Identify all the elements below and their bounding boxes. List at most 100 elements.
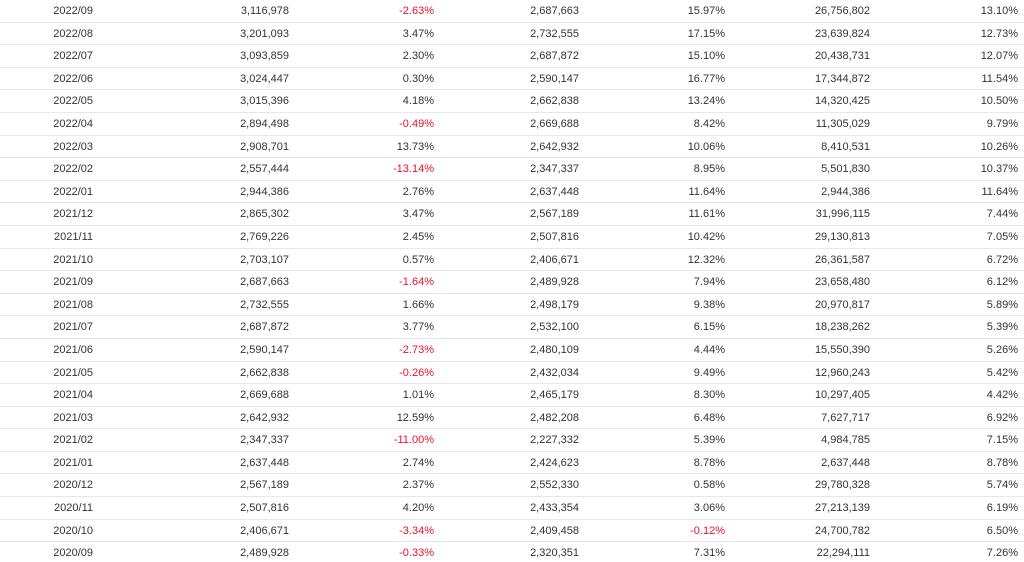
cell-cumulative-value: 17,344,872 [814,72,870,85]
cell-prev-year-value: 2,406,671 [530,253,579,266]
table-row: 2021/09 2,687,663 -1.64% 2,489,928 7.94% 23,6… [0,271,1024,294]
cell-yoy-change: 8.42% [693,117,725,130]
cell-value: 2,669,688 [240,389,289,402]
cell-cumulative-value: 18,238,262 [814,321,870,334]
cell-cumulative-change: 7.26% [986,547,1018,560]
cell-prev-year-value: 2,687,872 [530,50,579,63]
cell-period: 2021/05 [53,366,93,379]
cell-mom-change: 13.73% [396,140,434,153]
cell-mom-change: -11.00% [393,434,434,447]
table-row: 2020/12 2,567,189 2.37% 2,552,330 0.58% 29,78… [0,474,1024,498]
cell-prev-year-value: 2,732,555 [530,27,579,40]
cell-prev-year-value: 2,480,109 [530,343,579,356]
cell-cumulative-change: 10.26% [980,140,1018,153]
cell-mom-change: -3.34% [399,524,434,537]
cell-cumulative-value: 29,130,813 [814,230,870,243]
cell-value: 3,024,447 [240,72,289,85]
cell-mom-change: 2.30% [402,50,434,63]
cell-yoy-change: -0.12% [690,524,725,537]
table-row: 2021/11 2,769,226 2.45% 2,507,816 10.42% 29,1… [0,225,1024,249]
cell-period: 2021/07 [53,321,93,334]
cell-cumulative-value: 10,297,405 [814,389,870,402]
cell-cumulative-change: 11.54% [981,72,1019,85]
cell-cumulative-change: 5.89% [986,298,1018,311]
table-row: 2021/04 2,669,688 1.01% 2,465,179 8.30% 10,29… [0,384,1024,407]
cell-cumulative-value: 8,410,531 [821,140,870,153]
table-row: 2022/04 2,894,498 -0.49% 2,669,688 8.42% 11,3… [0,112,1024,136]
cell-prev-year-value: 2,489,928 [530,276,579,289]
table-row: 2022/02 2,557,444 -13.14% 2,347,337 8.95% 5,5… [0,158,1024,181]
cell-prev-year-value: 2,482,208 [530,411,579,424]
cell-period: 2021/12 [53,208,93,221]
cell-cumulative-change: 7.15% [986,434,1018,447]
table-row: 2022/05 3,015,396 4.18% 2,662,838 13.24% 14,3… [0,90,1024,113]
cell-mom-change: 0.30% [402,72,434,85]
cell-period: 2022/07 [53,50,93,63]
cell-cumulative-value: 5,501,830 [821,163,870,176]
cell-cumulative-change: 7.44% [986,208,1018,221]
cell-mom-change: -2.73% [399,343,434,356]
cell-cumulative-value: 26,756,802 [814,5,870,17]
cell-prev-year-value: 2,498,179 [530,298,579,311]
cell-mom-change: 3.77% [402,321,434,334]
cell-yoy-change: 7.31% [693,547,725,560]
cell-value: 2,567,189 [240,479,289,492]
cell-prev-year-value: 2,662,838 [530,95,579,108]
cell-value: 3,015,396 [240,95,289,108]
cell-prev-year-value: 2,590,147 [530,72,579,85]
cell-cumulative-value: 12,960,243 [814,366,870,379]
cell-cumulative-value: 22,294,111 [816,547,870,560]
cell-period: 2021/04 [53,389,93,402]
table-row: 2022/09 3,116,978 -2.63% 2,687,663 15.97% 26,… [0,0,1024,23]
cell-period: 2022/08 [53,27,93,40]
cell-cumulative-value: 4,984,785 [821,434,870,447]
table-row: 2022/01 2,944,386 2.76% 2,637,448 11.64% 2,94… [0,180,1024,204]
cell-yoy-change: 6.15% [693,321,725,334]
cell-yoy-change: 8.95% [693,163,725,176]
cell-cumulative-change: 6.92% [986,411,1018,424]
cell-yoy-change: 12.32% [687,253,725,266]
cell-cumulative-value: 2,637,448 [821,456,870,469]
cell-yoy-change: 11.61% [688,208,726,221]
cell-mom-change: 3.47% [402,27,434,40]
cell-value: 2,908,701 [240,140,289,153]
cell-mom-change: 1.01% [402,389,434,402]
cell-mom-change: 4.20% [402,502,434,515]
cell-yoy-change: 10.42% [687,230,725,243]
cell-cumulative-change: 10.50% [980,95,1018,108]
cell-period: 2021/02 [53,434,93,447]
cell-yoy-change: 0.58% [693,479,725,492]
cell-value: 2,557,444 [240,163,289,176]
table-row: 2021/02 2,347,337 -11.00% 2,227,332 5.39% 4,9… [0,429,1024,452]
cell-cumulative-value: 24,700,782 [814,524,870,537]
cell-mom-change: 4.18% [402,95,434,108]
cell-yoy-change: 17.15% [687,27,725,40]
cell-cumulative-value: 2,944,386 [821,185,870,198]
cell-value: 3,116,978 [240,5,289,17]
cell-period: 2021/09 [53,276,93,289]
cell-cumulative-change: 12.73% [980,27,1018,40]
cell-yoy-change: 8.30% [693,389,725,402]
cell-prev-year-value: 2,432,034 [530,366,579,379]
table-row: 2021/06 2,590,147 -2.73% 2,480,109 4.44% 15,5… [0,338,1024,362]
cell-period: 2021/11 [54,230,93,243]
cell-cumulative-value: 23,639,824 [814,27,870,40]
cell-period: 2022/09 [53,5,93,17]
cell-value: 2,894,498 [240,117,289,130]
cell-cumulative-change: 4.42% [986,389,1018,402]
cell-cumulative-change: 8.78% [986,456,1018,469]
table-row: 2022/03 2,908,701 13.73% 2,642,932 10.06% 8,4… [0,135,1024,159]
cell-mom-change: -13.14% [393,163,434,176]
cell-prev-year-value: 2,320,351 [530,547,579,560]
cell-value: 2,507,816 [240,502,289,515]
cell-period: 2022/02 [53,163,93,176]
cell-prev-year-value: 2,227,332 [530,434,579,447]
cell-prev-year-value: 2,687,663 [530,5,579,17]
cell-period: 2022/04 [53,117,93,130]
cell-value: 2,662,838 [240,366,289,379]
table-row: 2022/06 3,024,447 0.30% 2,590,147 16.77% 17,3… [0,67,1024,91]
cell-period: 2021/10 [53,253,93,266]
cell-mom-change: 1.66% [402,298,434,311]
cell-yoy-change: 8.78% [693,456,725,469]
cell-cumulative-change: 6.72% [986,253,1018,266]
